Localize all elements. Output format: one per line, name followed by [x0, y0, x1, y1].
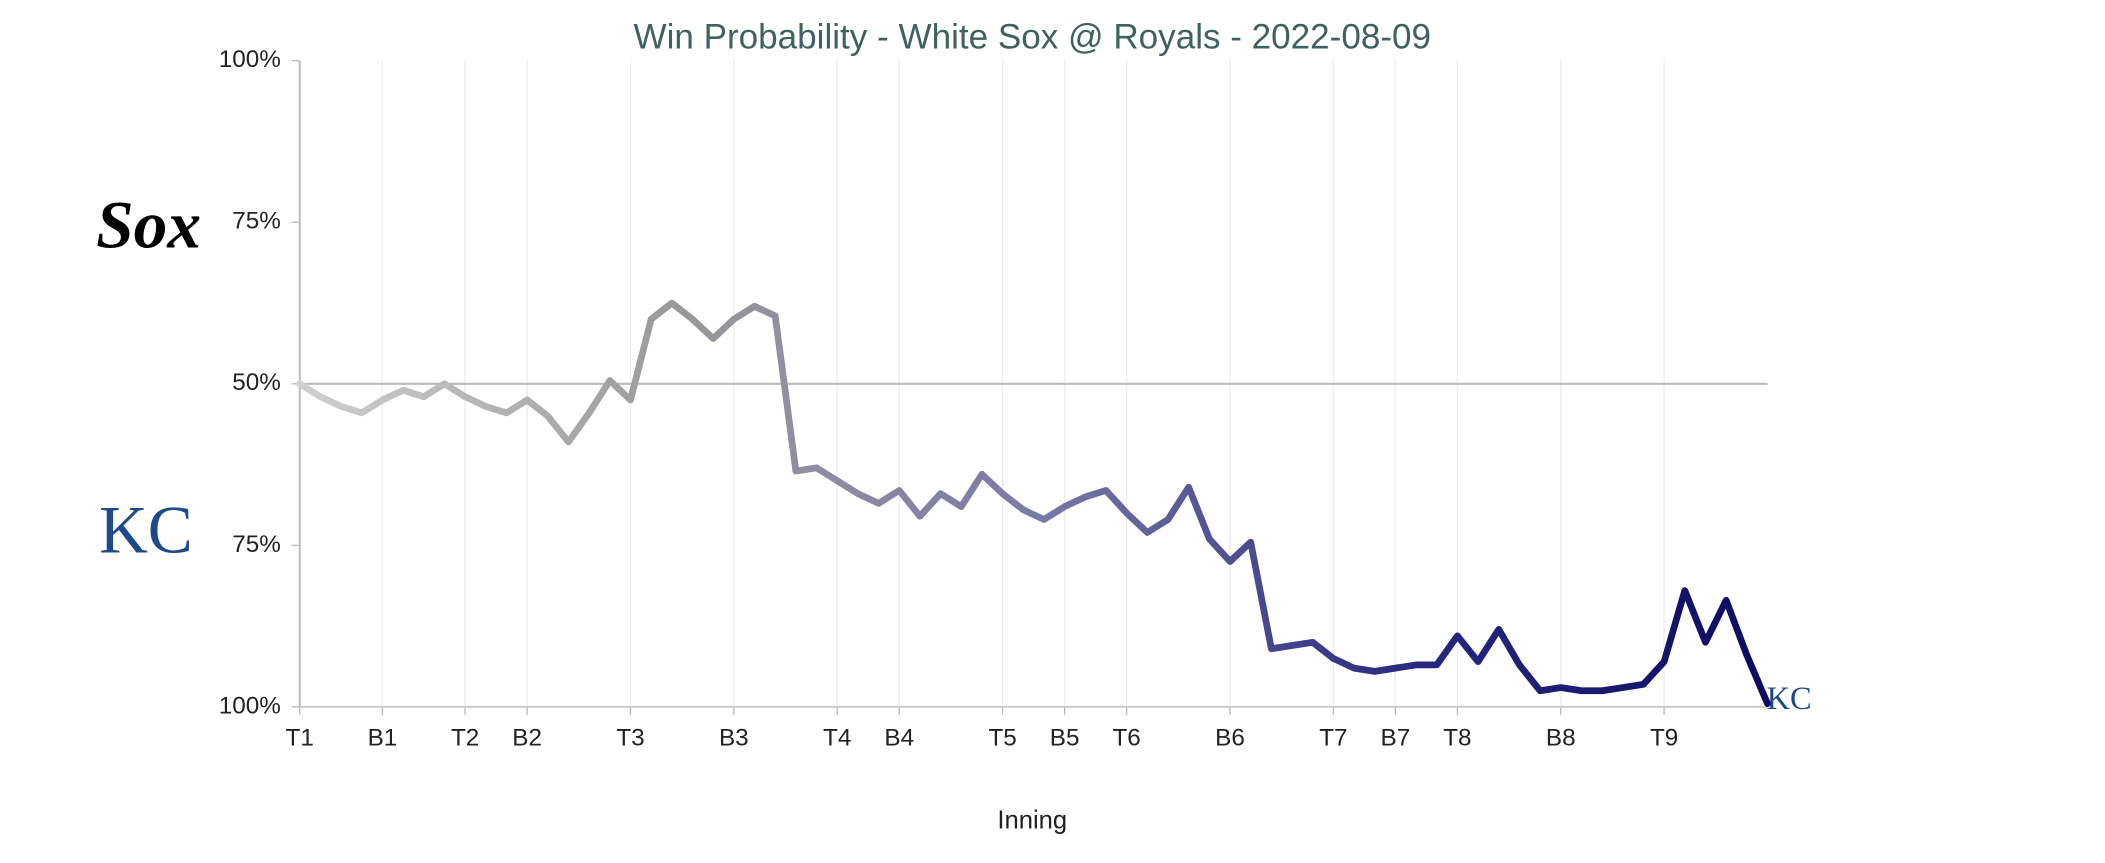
win-probability-line	[296, 299, 1771, 708]
x-tick-label: B8	[1546, 725, 1576, 752]
x-axis-label: Inning	[997, 806, 1067, 834]
y-tick-label: 100%	[219, 46, 281, 73]
x-tick-label: T6	[1112, 725, 1140, 752]
x-tick-label: B3	[719, 725, 749, 752]
team-logo: Sox	[96, 188, 201, 263]
x-tick-label: T7	[1319, 725, 1347, 752]
x-tick-label: T1	[286, 725, 314, 752]
team-logo: KC	[99, 492, 193, 567]
x-tick-label: T9	[1650, 725, 1678, 752]
y-tick-label: 75%	[232, 531, 281, 558]
y-tick-label: 100%	[219, 692, 281, 719]
y-tick-label: 50%	[232, 369, 281, 396]
x-tick-label: B1	[368, 725, 398, 752]
x-tick-label: B7	[1381, 725, 1411, 752]
x-tick-label: B2	[512, 725, 542, 752]
y-tick-label: 75%	[232, 208, 281, 235]
end-logo: KC	[1767, 681, 1812, 717]
x-tick-label: B5	[1050, 725, 1080, 752]
x-tick-label: B4	[884, 725, 914, 752]
x-tick-label: T2	[451, 725, 479, 752]
x-tick-label: T3	[616, 725, 644, 752]
x-tick-label: T4	[823, 725, 851, 752]
x-tick-label: T5	[988, 725, 1016, 752]
x-tick-label: B6	[1215, 725, 1245, 752]
x-tick-label: T8	[1443, 725, 1471, 752]
chart-title: Win Probability - White Sox @ Royals - 2…	[633, 17, 1431, 56]
